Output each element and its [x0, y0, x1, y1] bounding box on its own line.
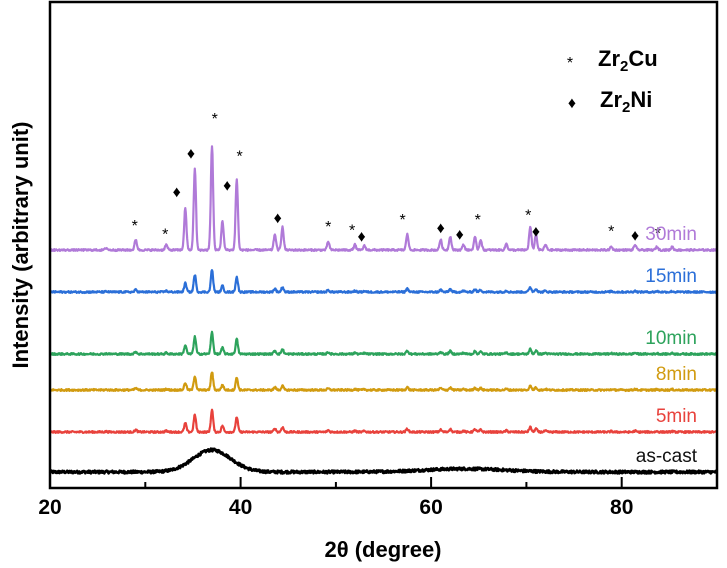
peak-marker-zr2cu: * — [236, 148, 242, 165]
peak-marker-zr2ni: ♦ — [437, 220, 445, 237]
legend-label-zr2cu: Zr2Cu — [598, 46, 658, 75]
legend-entry-zr2cu: * Zr2Cu — [567, 46, 658, 75]
peak-marker-zr2ni: ♦ — [456, 226, 464, 243]
series-line-as-cast — [48, 447, 718, 475]
series-line-8min — [49, 371, 718, 392]
x-axis-label: 2θ (degree) — [324, 537, 441, 562]
legend-asterisk-symbol: * — [567, 55, 573, 72]
peak-marker-zr2cu: * — [349, 222, 355, 239]
peak-marker-zr2cu: * — [162, 226, 168, 243]
legend-label-zr2ni: Zr2Ni — [600, 87, 652, 116]
peak-marker-zr2ni: ♦ — [223, 178, 231, 195]
peak-marker-zr2cu: * — [475, 212, 481, 229]
peak-marker-zr2ni: ♦ — [173, 184, 181, 201]
peak-marker-zr2cu: * — [399, 212, 405, 229]
trace-label-5min: 5min — [656, 406, 697, 427]
peak-marker-zr2ni: ♦ — [187, 145, 195, 162]
trace-label-10min: 10min — [645, 328, 697, 349]
x-tick-label: 80 — [610, 496, 633, 519]
peak-marker-zr2cu: * — [608, 223, 614, 240]
peak-marker-zr2ni: ♦ — [532, 223, 540, 240]
peak-marker-zr2cu: * — [325, 219, 331, 236]
y-axis-label: Intensity (arbitrary unit) — [8, 122, 33, 369]
peak-marker-zr2cu: * — [212, 111, 218, 128]
series-line-15min — [49, 269, 718, 294]
x-tick-label: 40 — [229, 496, 252, 519]
peak-marker-zr2ni: ♦ — [274, 210, 282, 227]
x-tick-label: 20 — [38, 496, 61, 519]
series-line-5min — [49, 408, 718, 434]
trace-label-30min: 30min — [645, 224, 697, 245]
series-line-10min — [48, 330, 718, 356]
trace-label-8min: 8min — [656, 364, 697, 385]
peak-marker-zr2cu: * — [132, 218, 138, 235]
series-layer — [48, 145, 718, 475]
trace-labels: as-cast 5min 8min 10min 15min 30min — [636, 224, 698, 467]
x-axis-ticks: 20 40 60 80 — [38, 477, 718, 519]
plot-frame — [48, 0, 719, 490]
peak-marker-zr2ni: ♦ — [631, 228, 639, 245]
peak-marker-zr2ni: ♦ — [358, 229, 366, 246]
series-line-30min — [48, 145, 718, 252]
peak-annotations: * *♦♦*♦*♦* * ♦* ♦ ♦* *♦ * ♦ * — [132, 111, 661, 246]
x-tick-label: 60 — [419, 496, 442, 519]
legend-entry-zr2ni: ♦ Zr2Ni — [568, 87, 652, 116]
legend-diamond-symbol: ♦ — [568, 95, 576, 112]
legend: * Zr2Cu ♦ Zr2Ni — [567, 46, 658, 116]
trace-label-as-cast: as-cast — [636, 446, 698, 467]
peak-marker-zr2cu: * — [525, 208, 531, 225]
peak-marker-zr2cu: * — [655, 225, 661, 242]
trace-label-15min: 15min — [645, 266, 697, 287]
